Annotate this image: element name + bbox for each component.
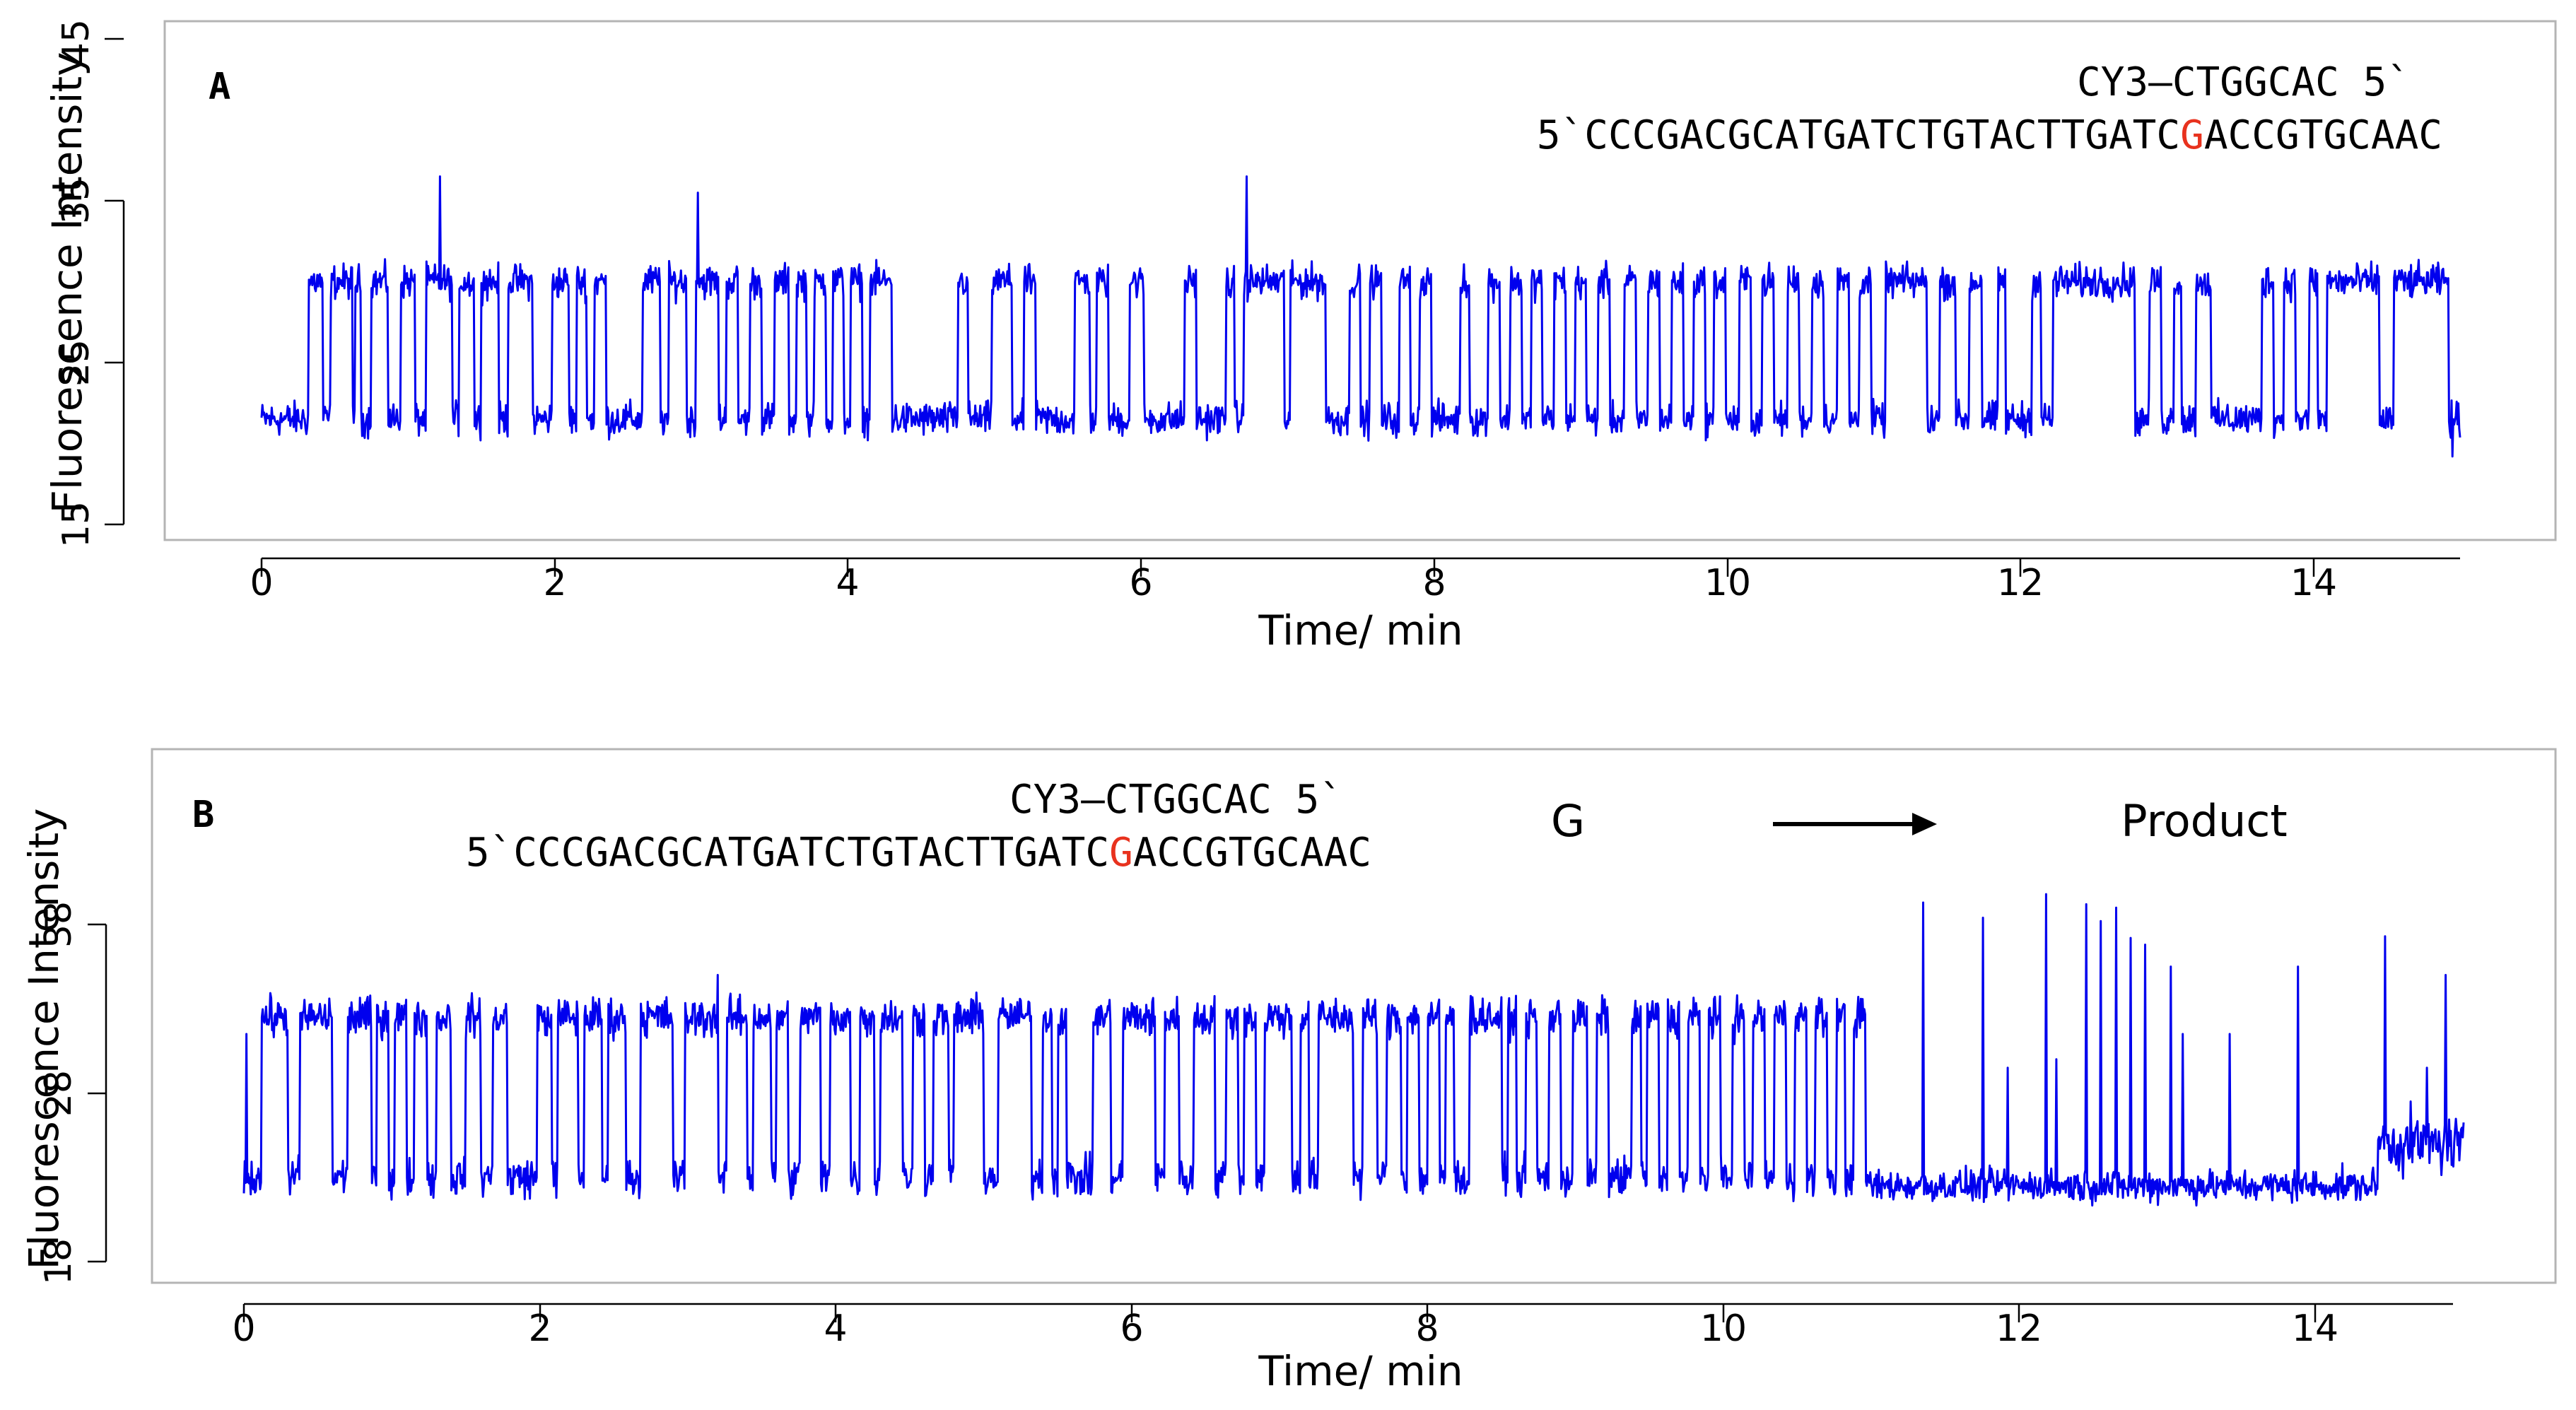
panel-a-y-ticks: 15 25 35 45 <box>55 19 124 548</box>
panel-a-y-axis-title: Fluorescence Intensity <box>43 52 91 514</box>
panel-b-fluorescence-trace <box>242 893 2465 1207</box>
panel-b-label: B <box>192 794 214 836</box>
panel-b-y-ticks: 18 28 38 <box>37 901 106 1285</box>
panel-a-template-suffix: ACCGTGCAAC <box>2204 112 2442 158</box>
panel-b-frame <box>151 748 2557 1284</box>
panel-b-template-sequence: 5`CCCGACGCATGATCTGTACTTGATCGACCGTGCAAC <box>466 830 1371 876</box>
panel-b-xtick-label: 6 <box>1120 1308 1143 1350</box>
panel-b-xtick-label: 8 <box>1415 1308 1439 1350</box>
panel-a-fluorescence-trace <box>260 175 2461 458</box>
panel-b-substrate-label: G <box>1551 795 1585 847</box>
panel-b-x-ticks: 0 2 4 6 8 10 12 14 <box>232 1304 2338 1350</box>
panel-a-xtick-label: 14 <box>2290 562 2337 604</box>
panel-b-x-axis-title: Time/ min <box>1258 1347 1463 1395</box>
panel-b-xtick-label: 14 <box>2292 1308 2338 1350</box>
panel-b-ytick-label: 18 <box>37 1238 80 1285</box>
panel-a-ytick-label: 15 <box>55 501 98 548</box>
panel-a-xtick-label: 4 <box>836 562 859 604</box>
panel-a-ytick-label: 35 <box>55 177 98 224</box>
panel-a-xtick-label: 10 <box>1704 562 1751 604</box>
panel-a-xtick-label: 12 <box>1997 562 2044 604</box>
panel-b-ytick-label: 38 <box>37 901 80 948</box>
panel-a-frame <box>163 20 2557 541</box>
panel-a-xtick-label: 6 <box>1129 562 1152 604</box>
panel-b-xtick-label: 0 <box>232 1308 255 1350</box>
panel-b-y-axis-title: Fluorescence Intensity <box>20 809 68 1270</box>
panel-a-template-highlight: G <box>2180 112 2204 158</box>
panel-a: 15 25 35 45 0 2 4 6 8 10 12 14 Time/ min… <box>43 19 2557 654</box>
panel-b-template-prefix: 5`CCCGACGCATGATCTGTACTTGATC <box>466 830 1109 876</box>
panel-a-xtick-label: 8 <box>1422 562 1446 604</box>
panel-b-xtick-label: 12 <box>1996 1308 2042 1350</box>
panel-a-label: A <box>209 66 230 108</box>
panel-a-xtick-label: 2 <box>543 562 566 604</box>
panel-a-template-prefix: 5`CCCGACGCATGATCTGTACTTGATC <box>1537 112 2180 158</box>
panel-b-product-label: Product <box>2121 795 2287 847</box>
panel-a-ytick-label: 25 <box>55 339 98 386</box>
panel-a-x-axis-title: Time/ min <box>1258 606 1463 654</box>
panel-b-xtick-label: 2 <box>528 1308 551 1350</box>
panel-a-probe-sequence: CY3—CTGGCAC 5` <box>2077 59 2411 105</box>
panel-b: 18 28 38 0 2 4 6 8 10 12 14 Time/ min Fl… <box>20 748 2557 1395</box>
arrow-icon <box>1773 813 1937 835</box>
panel-a-xtick-label: 0 <box>250 562 273 604</box>
panel-b-xtick-label: 4 <box>824 1308 847 1350</box>
panel-b-template-highlight: G <box>1109 830 1133 876</box>
panel-b-template-suffix: ACCGTGCAAC <box>1133 830 1371 876</box>
arrow-head <box>1912 813 1937 835</box>
panel-b-probe-sequence: CY3—CTGGCAC 5` <box>1009 777 1343 823</box>
panel-a-x-ticks: 0 2 4 6 8 10 12 14 <box>250 558 2337 604</box>
panel-b-xtick-label: 10 <box>1700 1308 1747 1350</box>
panel-a-ytick-label: 45 <box>55 19 98 66</box>
panel-a-template-sequence: 5`CCCGACGCATGATCTGTACTTGATCGACCGTGCAAC <box>1537 112 2442 158</box>
panel-b-ytick-label: 28 <box>37 1070 80 1117</box>
